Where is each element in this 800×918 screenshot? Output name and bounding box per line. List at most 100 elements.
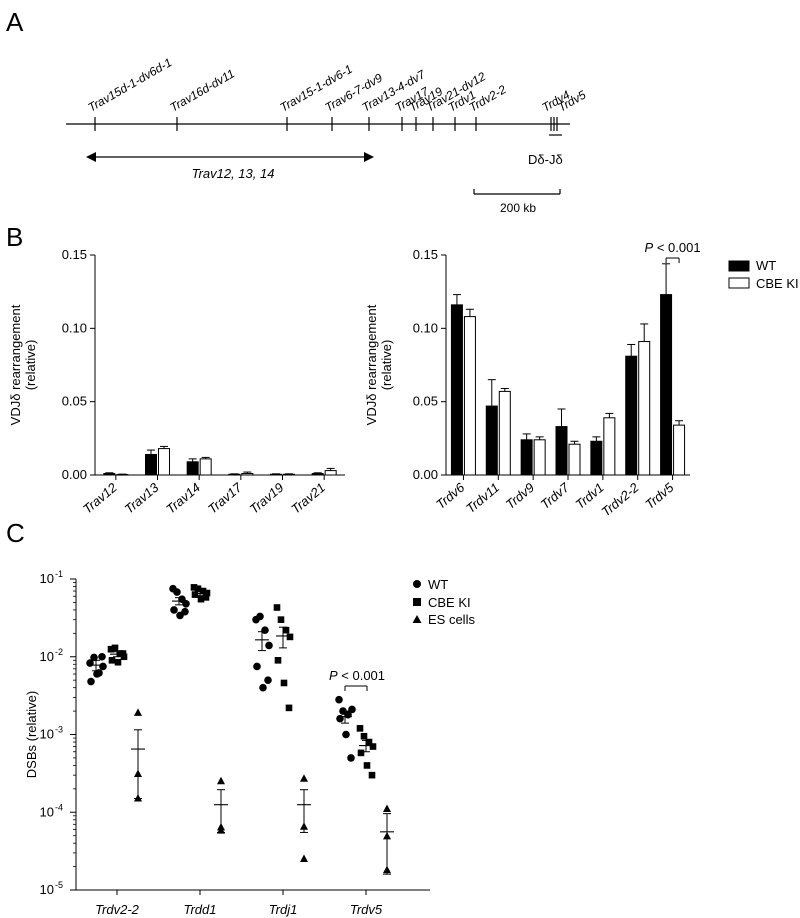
y-tick-label: 0.15: [413, 247, 438, 262]
y-tick-label: 0.05: [62, 394, 87, 409]
point-wt: [87, 677, 95, 686]
bar-wt: [555, 426, 568, 476]
x-tick-label: Trdd1: [184, 902, 217, 917]
legend-wt-label: WT: [756, 258, 776, 273]
legend-wt-swatch: [728, 260, 750, 272]
point-cbe-ki: [282, 626, 290, 634]
point-wt: [181, 607, 189, 616]
y-tick-label: 0.00: [62, 467, 87, 482]
point-cbe-ki: [273, 604, 281, 611]
point-wt: [182, 599, 190, 608]
legend-square-marker: [413, 598, 421, 606]
x-tick-label: Trdv5: [350, 902, 383, 917]
y-axis-title: (relative): [379, 340, 394, 391]
point-wt: [90, 653, 98, 662]
point-wt: [265, 641, 273, 650]
point-cbe-ki: [357, 749, 365, 757]
point-cbe-ki: [356, 725, 364, 732]
point-cbe-ki: [360, 732, 368, 740]
legend-c-es-label: ES cells: [428, 612, 475, 627]
point-es-cells: [300, 774, 308, 782]
point-wt: [170, 606, 178, 614]
bar-wt: [103, 473, 116, 476]
x-tick-label: Trdj1: [269, 902, 298, 917]
point-wt: [347, 754, 355, 762]
point-wt: [264, 676, 272, 684]
x-tick-label: Trav21: [288, 480, 328, 517]
point-wt: [253, 662, 261, 671]
y-tick-label: 10: [40, 571, 54, 586]
bar-chart-trav: 0.00 0.05 0.10 0.15 VDJδ rearrangement (relat…: [8, 247, 345, 517]
x-tick-label: Trav14: [163, 480, 203, 517]
bar-cbe-ki: [324, 470, 337, 476]
gene-label: Trav15d-1-dv6d-1: [86, 55, 175, 114]
x-tick-label: Trdv2-2: [95, 902, 140, 917]
bar-cbe-ki: [568, 443, 581, 476]
y-tick-label: 0.05: [413, 394, 438, 409]
point-cbe-ki: [280, 679, 288, 687]
y-tick-exponent: -1: [55, 569, 63, 579]
bar-cbe-ki: [463, 316, 476, 476]
arrow-head-right: [364, 152, 374, 162]
bar-cbe-ki: [199, 458, 212, 476]
y-axis-title: (relative): [23, 340, 38, 391]
x-tick-label: Trdv7: [538, 479, 573, 512]
point-cbe-ki: [107, 645, 115, 653]
legend-c: WT CBE KI ES cells: [412, 577, 475, 627]
point-cbe-ki: [202, 594, 210, 601]
point-cbe-ki: [363, 762, 371, 769]
panel-label-a: A: [6, 7, 24, 37]
cluster-label: Trav12, 13, 14: [192, 166, 275, 181]
point-cbe-ki: [286, 633, 294, 641]
x-tick-label: Trdv5: [642, 479, 677, 512]
bar-wt: [660, 294, 673, 476]
bar-wt: [450, 304, 463, 476]
point-cbe-ki: [108, 657, 116, 664]
bar-cbe-ki: [533, 439, 546, 476]
y-tick-label: 10: [40, 727, 54, 742]
y-tick-label: 0.00: [413, 467, 438, 482]
point-wt: [93, 670, 101, 678]
y-axis-title: DSBs (relative): [24, 691, 39, 778]
legend-c-wt-label: WT: [428, 577, 448, 592]
y-tick-exponent: -4: [55, 802, 63, 812]
bar-cbe-ki: [498, 390, 511, 476]
point-wt: [256, 612, 264, 621]
y-axis-title: VDJδ rearrangement: [8, 304, 23, 425]
x-tick-label: Trdv11: [463, 480, 502, 516]
y-tick-label: 10: [40, 804, 54, 819]
y-tick-label: 0.15: [62, 247, 87, 262]
legend-triangle-marker: [412, 615, 422, 623]
bar-wt: [520, 439, 533, 476]
legend-c-cbe-label: CBE KI: [428, 595, 471, 610]
scale-label: 200 kb: [500, 201, 536, 215]
x-tick-label: Trav19: [247, 480, 287, 517]
point-cbe-ki: [277, 616, 285, 623]
point-wt: [98, 652, 106, 661]
point-cbe-ki: [119, 650, 127, 657]
x-tick-label: Trdv6: [433, 479, 468, 512]
y-axis-title: VDJδ rearrangement: [364, 304, 379, 425]
legend-circle-marker: [413, 580, 421, 588]
point-cbe-ki: [197, 595, 205, 603]
point-cbe-ki: [114, 658, 122, 666]
y-tick-label: 10: [40, 649, 54, 664]
point-cbe-ki: [111, 644, 119, 652]
x-tick-label: Trdv2-2: [598, 479, 642, 519]
y-tick-exponent: -2: [55, 647, 63, 657]
y-tick-label: 10: [40, 882, 54, 897]
point-wt: [348, 705, 356, 714]
bar-wt: [228, 473, 241, 476]
bar-wt: [145, 453, 157, 476]
point-wt: [342, 730, 350, 739]
legend-cbe-label: CBE KI: [756, 276, 799, 291]
bar-cbe-ki: [241, 473, 254, 476]
bar-cbe-ki: [673, 424, 686, 476]
bar-wt: [186, 461, 199, 476]
bar-cbe-ki: [116, 474, 129, 476]
x-tick-label: Trav13: [122, 479, 162, 516]
point-es-cells: [300, 854, 308, 863]
x-tick-label: Trdv9: [503, 480, 537, 512]
